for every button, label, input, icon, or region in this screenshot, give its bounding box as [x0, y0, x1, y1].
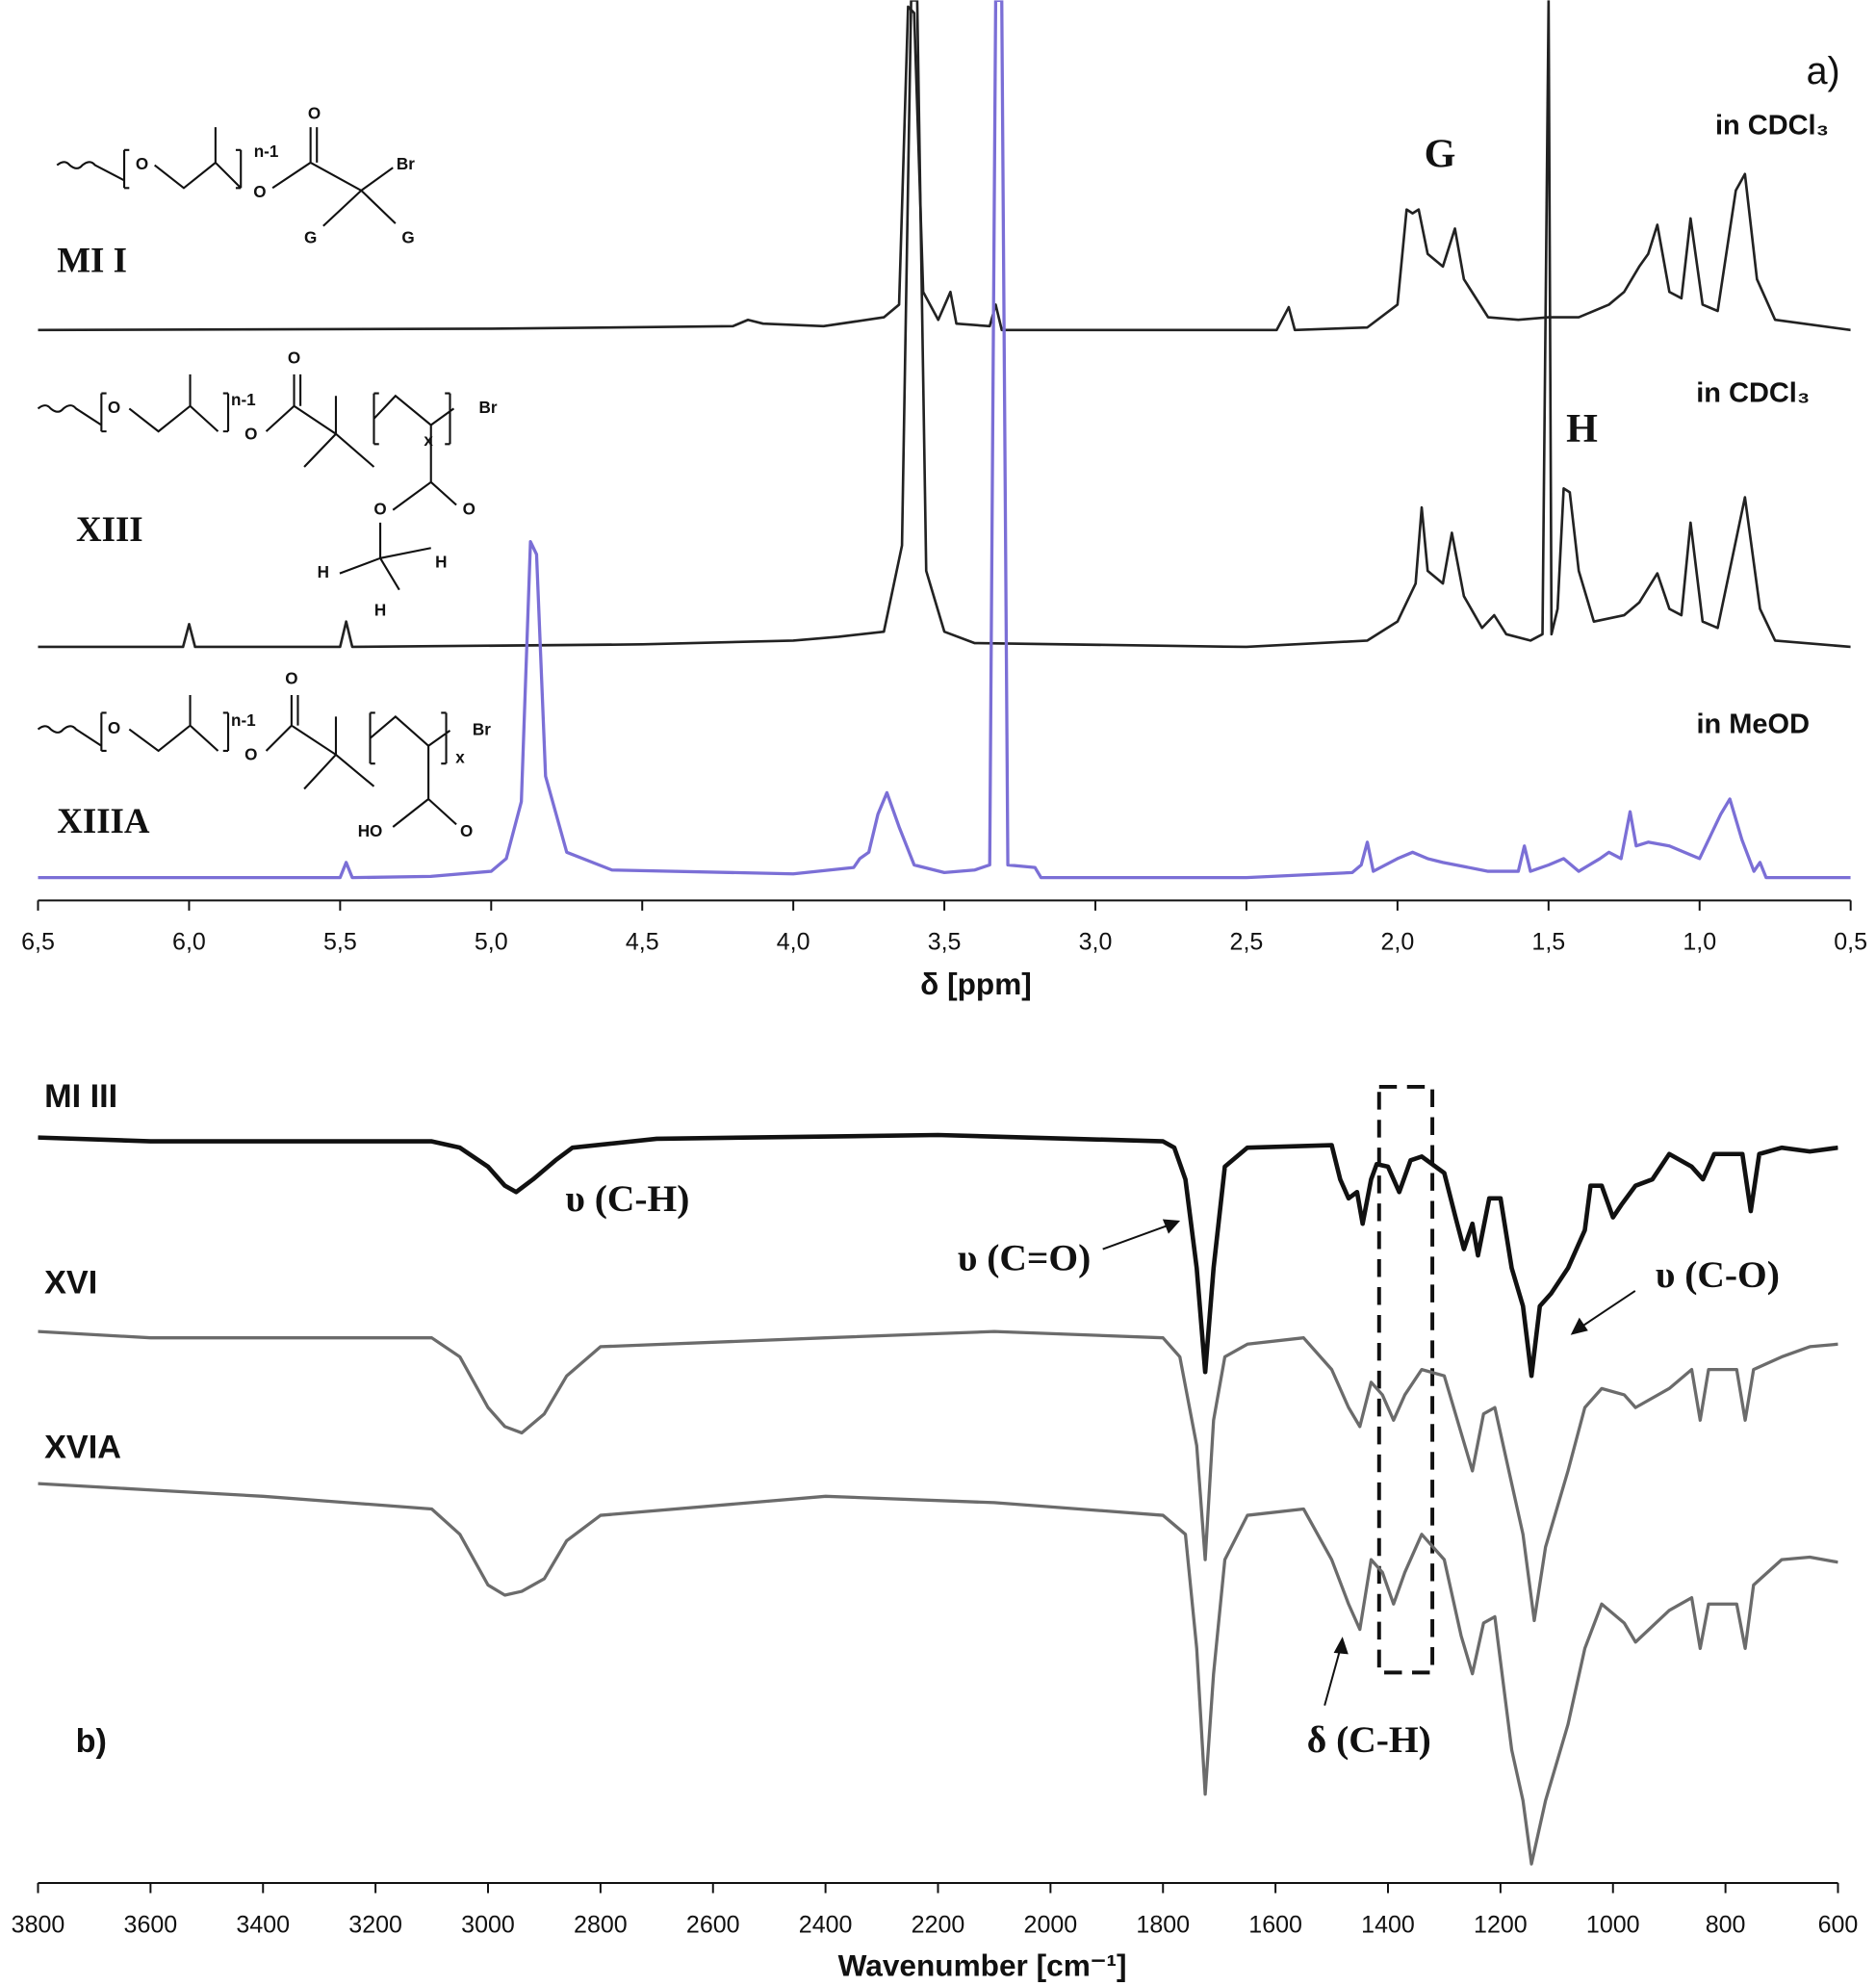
x-tick-label: 800	[1706, 1911, 1746, 1938]
spectrum-line	[38, 1329, 1838, 1623]
structure-label: O	[308, 104, 321, 122]
x-tick-label: 2,0	[1380, 929, 1414, 956]
dashed-box	[1376, 1084, 1435, 1675]
arrowhead	[1333, 1637, 1349, 1655]
annotation: in CDCl₃	[1696, 378, 1810, 409]
x-tick-label: 1400	[1361, 1911, 1415, 1938]
x-tick-label: 6,5	[21, 929, 55, 956]
annotation: G	[1425, 131, 1456, 176]
structure-label: O	[136, 155, 148, 173]
spectrum-line	[38, 0, 1851, 649]
structure-label: n-1	[231, 391, 256, 409]
spectrum-line	[38, 1482, 1838, 1866]
x-tick-label: 0,5	[1834, 929, 1867, 956]
x-tick-label: 1000	[1586, 1911, 1640, 1938]
arrow	[1323, 1645, 1343, 1706]
annotation: a)	[1807, 50, 1840, 92]
spectrum-line	[38, 0, 1851, 880]
x-axis-label: δ [ppm]	[920, 967, 1032, 1001]
x-tick-label: 3000	[461, 1911, 515, 1938]
structure-label: O	[244, 426, 257, 444]
annotation: H	[1566, 406, 1598, 451]
x-tick-label: 2600	[686, 1911, 740, 1938]
structure-label: O	[373, 500, 386, 518]
annotation: b)	[76, 1723, 107, 1760]
structure-label: n-1	[254, 142, 279, 161]
series-label: XVIA	[44, 1430, 121, 1466]
x-tick-label: 1800	[1136, 1911, 1190, 1938]
structure-label: O	[460, 822, 473, 840]
series-label: XVI	[44, 1264, 97, 1301]
annotation: δ (C-H)	[1307, 1718, 1431, 1761]
x-tick-label: 5,0	[475, 929, 508, 956]
x-tick-label: 3600	[124, 1911, 178, 1938]
x-tick-label: 1600	[1248, 1911, 1302, 1938]
x-tick-label: 3,0	[1079, 929, 1113, 956]
x-tick-label: 3800	[12, 1911, 65, 1938]
structure-label: Br	[473, 720, 491, 738]
x-axis-label: Wavenumber [cm⁻¹]	[838, 1948, 1127, 1983]
structure-label: H	[374, 602, 386, 620]
x-tick-label: 3400	[236, 1911, 290, 1938]
x-tick-label: 5,5	[323, 929, 357, 956]
structure-label: x	[424, 431, 433, 450]
spectrum-line	[38, 1132, 1838, 1379]
annotation: υ (C-H)	[565, 1177, 689, 1220]
x-tick-label: 4,0	[777, 929, 810, 956]
structure-label: x	[455, 748, 465, 766]
series-label: XIIIA	[57, 801, 150, 840]
x-tick-label: 2000	[1024, 1911, 1078, 1938]
x-tick-label: 3,5	[928, 929, 962, 956]
x-tick-label: 6,0	[172, 929, 206, 956]
arrowhead	[1570, 1317, 1588, 1335]
series-label: MI III	[44, 1078, 117, 1115]
structure-label: O	[288, 349, 300, 368]
x-tick-label: 1200	[1474, 1911, 1528, 1938]
spectrum-line	[38, 5, 1851, 332]
annotation: in MeOD	[1697, 709, 1810, 739]
arrow	[1102, 1223, 1173, 1251]
structure-label: H	[318, 563, 329, 581]
structure-label: O	[285, 670, 297, 688]
structure-label: Br	[478, 399, 497, 417]
annotation: υ (C=O)	[958, 1237, 1091, 1279]
x-tick-label: 2400	[799, 1911, 853, 1938]
structure-label: n-1	[231, 711, 256, 730]
x-tick-label: 2800	[574, 1911, 628, 1938]
series-label: XIII	[76, 509, 143, 549]
x-tick-label: 1,5	[1531, 929, 1565, 956]
annotation: υ (C-O)	[1656, 1253, 1780, 1296]
structure-label: O	[253, 183, 266, 201]
x-tick-label: 600	[1818, 1911, 1859, 1938]
x-tick-label: 2200	[912, 1911, 965, 1938]
ir-decorations	[1102, 1084, 1636, 1706]
arrow	[1577, 1290, 1636, 1330]
annotation: in CDCl₃	[1715, 111, 1829, 142]
x-tick-label: 3200	[348, 1911, 402, 1938]
structure-label: G	[304, 228, 317, 246]
structure-skeletons	[37, 127, 457, 828]
structure-label: O	[463, 500, 475, 518]
structure-label: HO	[358, 822, 383, 840]
structure-label: G	[401, 228, 414, 246]
structure-label: O	[108, 399, 120, 417]
structure-label: O	[244, 746, 257, 764]
series-label: MI I	[57, 241, 127, 280]
structure-label: Br	[397, 155, 415, 173]
structure-label: H	[435, 554, 447, 572]
x-tick-label: 1,0	[1683, 929, 1716, 956]
x-tick-label: 4,5	[626, 929, 659, 956]
x-tick-label: 2,5	[1230, 929, 1264, 956]
arrowhead	[1162, 1219, 1181, 1234]
structure-label: O	[108, 719, 120, 737]
